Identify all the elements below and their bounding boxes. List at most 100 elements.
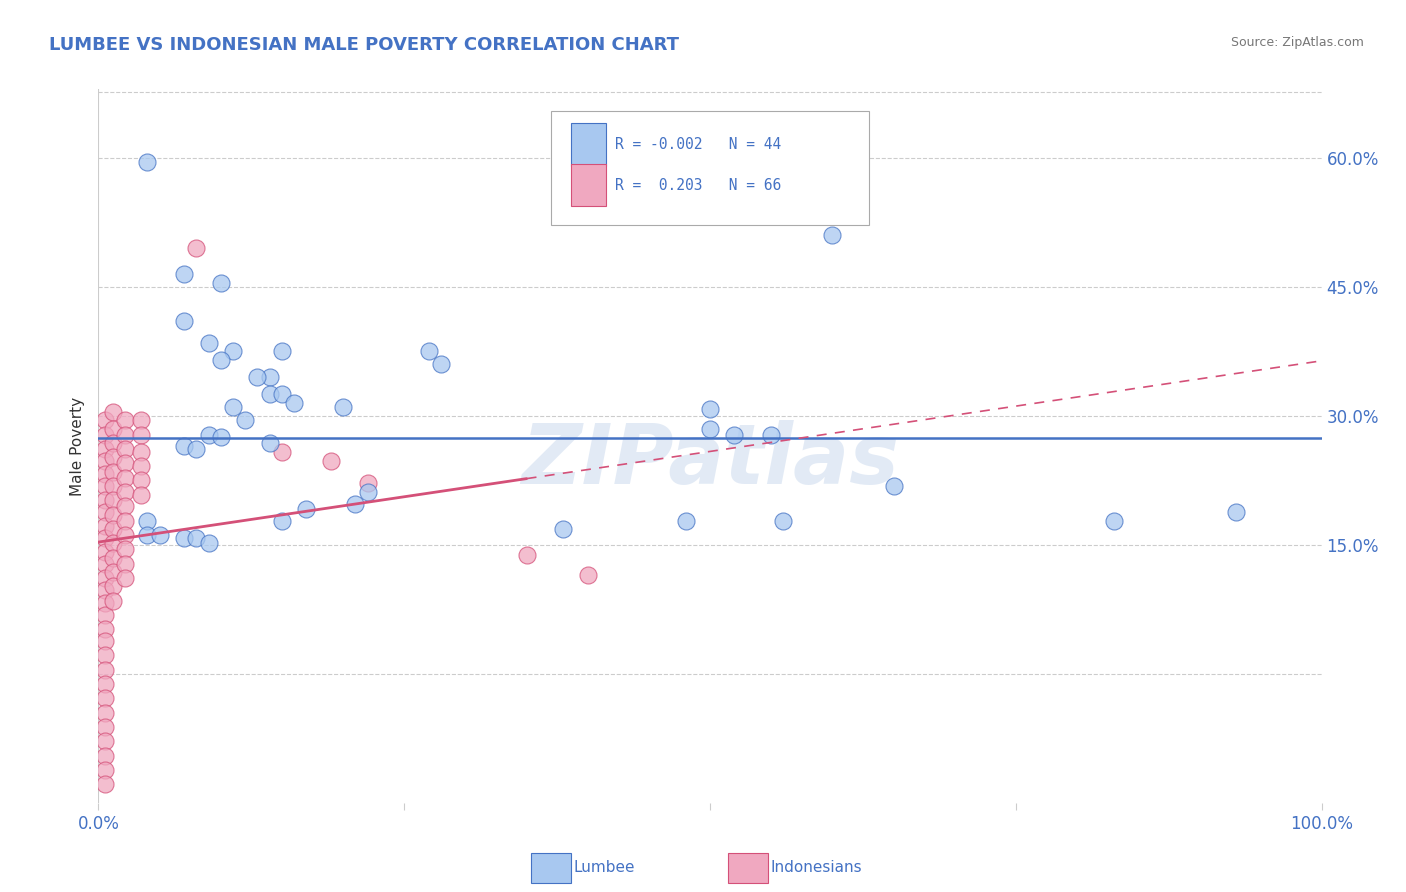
Point	[259, 370, 281, 384]
Point	[576, 568, 599, 582]
Point	[114, 499, 136, 513]
Point	[222, 344, 245, 359]
Point	[114, 471, 136, 485]
Point	[136, 155, 159, 169]
Text: R =  0.203   N = 66: R = 0.203 N = 66	[614, 178, 780, 193]
Point	[93, 608, 115, 623]
Point	[101, 450, 124, 465]
Point	[129, 427, 152, 442]
Point	[101, 508, 124, 522]
Point	[93, 557, 115, 571]
Point	[723, 427, 745, 442]
Text: Lumbee: Lumbee	[574, 861, 636, 875]
Point	[173, 267, 195, 281]
Point	[114, 527, 136, 541]
Point	[356, 484, 378, 499]
Point	[93, 505, 115, 519]
Point	[101, 522, 124, 536]
Point	[332, 401, 354, 415]
Point	[101, 422, 124, 436]
Text: R = -0.002   N = 44: R = -0.002 N = 44	[614, 137, 780, 152]
Point	[675, 514, 697, 528]
Point	[93, 442, 115, 456]
Point	[129, 445, 152, 459]
Point	[93, 479, 115, 493]
Point	[197, 536, 219, 550]
Point	[173, 531, 195, 545]
Point	[114, 456, 136, 470]
Point	[209, 353, 232, 368]
Point	[319, 453, 342, 467]
Point	[93, 690, 115, 705]
Point	[114, 484, 136, 499]
Point	[114, 413, 136, 427]
Point	[418, 344, 440, 359]
Point	[93, 763, 115, 777]
Point	[270, 387, 294, 401]
Text: Indonesians: Indonesians	[770, 861, 862, 875]
Point	[209, 276, 232, 290]
Point	[114, 442, 136, 456]
Point	[93, 777, 115, 791]
Point	[101, 550, 124, 565]
Point	[93, 734, 115, 748]
Point	[93, 720, 115, 734]
Point	[93, 519, 115, 533]
Point	[259, 387, 281, 401]
Point	[295, 501, 318, 516]
Point	[883, 479, 905, 493]
Text: ZIPatlas: ZIPatlas	[522, 420, 898, 500]
Point	[233, 413, 256, 427]
Point	[93, 467, 115, 482]
Point	[699, 422, 721, 436]
Point	[772, 514, 794, 528]
Point	[283, 396, 305, 410]
Point	[93, 648, 115, 662]
Point	[197, 427, 219, 442]
Point	[344, 497, 367, 511]
Point	[93, 582, 115, 597]
Point	[114, 542, 136, 557]
Point	[173, 314, 195, 328]
Point	[136, 514, 159, 528]
Point	[101, 593, 124, 607]
Point	[270, 445, 294, 459]
Point	[270, 344, 294, 359]
Point	[246, 370, 269, 384]
Point	[515, 548, 537, 562]
Point	[114, 427, 136, 442]
Point	[197, 335, 219, 350]
Point	[93, 531, 115, 545]
Point	[101, 493, 124, 508]
Point	[136, 527, 159, 541]
Point	[186, 241, 208, 255]
Point	[93, 413, 115, 427]
Point	[101, 536, 124, 550]
Point	[93, 493, 115, 508]
Point	[93, 596, 115, 610]
Point	[114, 514, 136, 528]
Point	[173, 439, 195, 453]
Point	[430, 357, 453, 371]
Point	[93, 706, 115, 720]
Point	[101, 579, 124, 593]
Point	[101, 479, 124, 493]
Point	[821, 228, 844, 243]
Point	[186, 442, 208, 456]
Point	[209, 430, 232, 444]
Point	[356, 475, 378, 490]
Y-axis label: Male Poverty: Male Poverty	[70, 396, 86, 496]
Point	[93, 427, 115, 442]
Point	[1225, 505, 1247, 519]
FancyBboxPatch shape	[571, 164, 606, 206]
Point	[101, 566, 124, 580]
Point	[129, 458, 152, 473]
Point	[93, 570, 115, 584]
Point	[93, 545, 115, 559]
Point	[93, 453, 115, 467]
Point	[93, 663, 115, 677]
Point	[93, 748, 115, 763]
FancyBboxPatch shape	[551, 111, 869, 225]
Point	[553, 522, 575, 536]
Point	[101, 465, 124, 479]
